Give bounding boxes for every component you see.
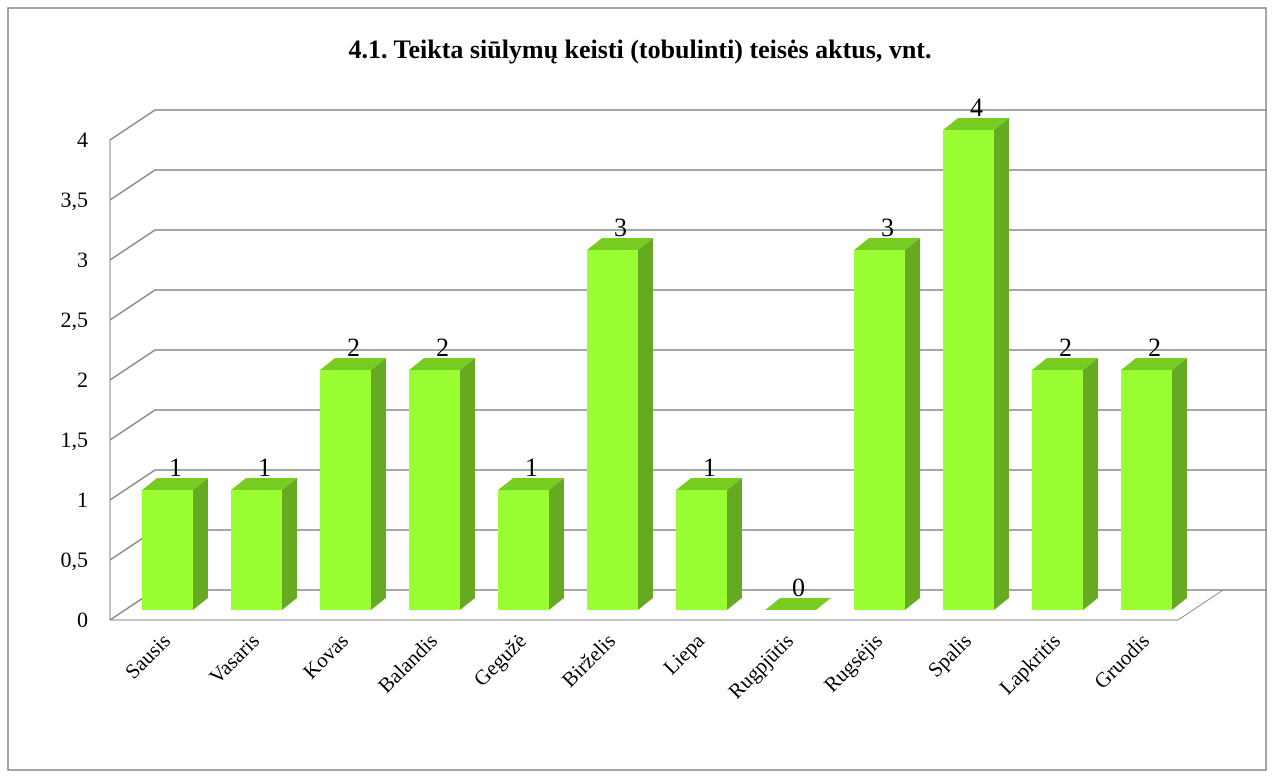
- bar-top: [1032, 358, 1098, 370]
- y-tick-label: 0,5: [61, 547, 89, 572]
- bar: [498, 490, 549, 610]
- bar-top: [765, 598, 831, 610]
- bar-top: [943, 118, 1009, 130]
- value-label: 1: [169, 453, 182, 482]
- bar-top: [587, 238, 653, 250]
- bar-top: [1121, 358, 1187, 370]
- bar-top: [142, 478, 208, 490]
- bar: [854, 250, 905, 610]
- bar: [231, 490, 282, 610]
- value-label: 4: [970, 93, 983, 122]
- bar: [587, 250, 638, 610]
- bar-side: [994, 118, 1009, 610]
- value-label: 1: [258, 453, 271, 482]
- bar: [409, 370, 460, 610]
- bar-side: [1172, 358, 1187, 610]
- bar-side: [1083, 358, 1098, 610]
- value-label: 1: [525, 453, 538, 482]
- bar-side: [727, 478, 742, 610]
- bar-side: [549, 478, 564, 610]
- bar: [320, 370, 371, 610]
- value-label: 2: [347, 333, 360, 362]
- bar-top: [231, 478, 297, 490]
- y-tick-label: 2: [77, 367, 88, 392]
- y-tick-label: 0: [77, 607, 88, 632]
- value-label: 0: [792, 573, 805, 602]
- bar-top: [409, 358, 475, 370]
- grid-line: [109, 109, 1267, 141]
- bar-side: [638, 238, 653, 610]
- bar-top: [676, 478, 742, 490]
- value-label: 2: [1148, 333, 1161, 362]
- bar-side: [193, 478, 208, 610]
- value-label: 1: [703, 453, 716, 482]
- y-tick-label: 4: [77, 127, 88, 152]
- bar: [142, 490, 193, 610]
- bar-top: [854, 238, 920, 250]
- y-tick-label: 3,5: [61, 187, 89, 212]
- bar: [1121, 370, 1172, 610]
- bar-top: [320, 358, 386, 370]
- value-label: 2: [436, 333, 449, 362]
- bar: [676, 490, 727, 610]
- y-tick-label: 2,5: [61, 307, 89, 332]
- bar: [1032, 370, 1083, 610]
- bar-top: [498, 478, 564, 490]
- grid-line: [109, 229, 1267, 261]
- grid-line: [109, 169, 1267, 201]
- bar-side: [905, 238, 920, 610]
- value-label: 3: [614, 213, 627, 242]
- y-tick-label: 3: [77, 247, 88, 272]
- bar-side: [371, 358, 386, 610]
- y-tick-label: 1,5: [61, 427, 89, 452]
- bar-side: [460, 358, 475, 610]
- value-label: 3: [881, 213, 894, 242]
- y-tick-label: 1: [77, 487, 88, 512]
- floor-edge: [110, 589, 1224, 621]
- bar: [943, 130, 994, 610]
- bar-side: [282, 478, 297, 610]
- value-label: 2: [1059, 333, 1072, 362]
- chart-title: 4.1. Teikta siūlymų keisti (tobulinti) t…: [349, 35, 932, 64]
